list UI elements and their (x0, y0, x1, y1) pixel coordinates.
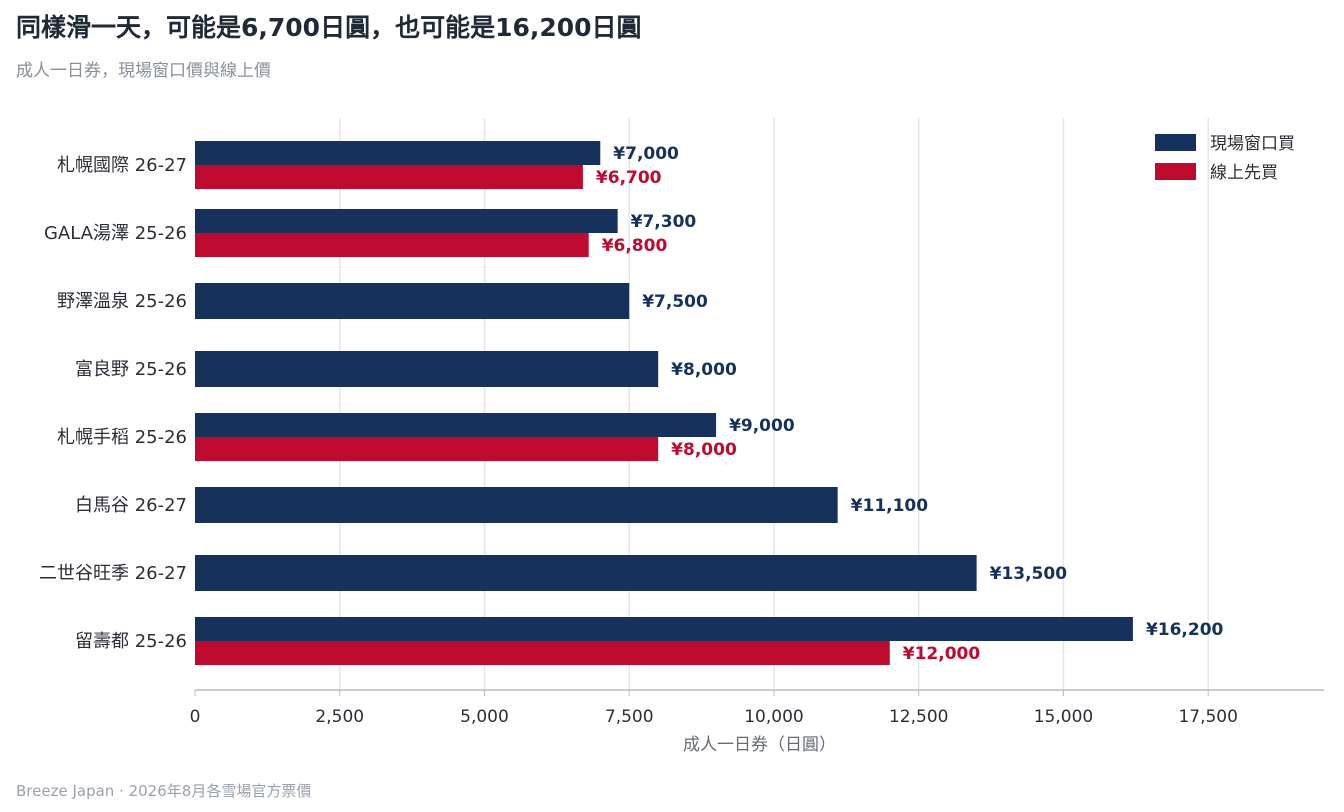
bar-online (195, 165, 583, 189)
category-label: 白馬谷 26-27 (75, 495, 187, 516)
value-label-walkup: ¥9,000 (729, 416, 795, 436)
x-tick-label: 17,500 (1178, 707, 1237, 727)
bar-online (195, 437, 659, 461)
x-tick-label: 12,500 (889, 707, 948, 727)
value-label-online: ¥6,800 (602, 236, 668, 256)
value-labels: ¥7,000 ¥6,700 ¥7,300 ¥6,800 ¥7,500 ¥8,000 ¥9,0… (596, 144, 1224, 664)
category-label: 富良野 25-26 (75, 359, 187, 380)
chart-title: 同樣滑一天，可能是6,700日圓，也可能是16,200日圓 (16, 13, 642, 42)
value-label-walkup: ¥8,000 (671, 360, 737, 380)
source-note: Breeze Japan · 2026年8月各雪場官方票價 (16, 782, 312, 800)
chart-subtitle: 成人一日券，現場窗口價與線上價 (16, 61, 271, 81)
x-tick-label: 7,500 (605, 707, 654, 727)
category-label: 二世谷旺季 26-27 (39, 563, 187, 584)
x-tick-label: 10,000 (744, 707, 803, 727)
category-label: 留壽都 25-26 (75, 631, 187, 652)
x-tick-label: 15,000 (1034, 707, 1093, 727)
legend-label: 線上先買 (1210, 163, 1278, 183)
value-label-online: ¥6,700 (596, 168, 662, 188)
value-label-online: ¥12,000 (903, 644, 981, 664)
x-axis-title: 成人一日券（日圓） (683, 735, 836, 755)
legend-label: 現場窗口買 (1210, 134, 1295, 154)
bar-online (195, 641, 890, 665)
legend-swatch (1155, 134, 1196, 151)
x-axis: 0 2,500 5,000 7,500 10,000 12,500 15,000 17,500 (190, 689, 1324, 727)
category-label: GALA湯澤 25-26 (44, 223, 187, 244)
legend-swatch (1155, 163, 1196, 180)
bar-walkup (195, 351, 659, 387)
category-label: 札幌手稻 25-26 (57, 427, 187, 448)
bar-walkup (195, 487, 838, 523)
category-label: 野澤溫泉 25-26 (57, 291, 187, 312)
x-tick-label: 5,000 (460, 707, 509, 727)
bar-walkup (195, 283, 630, 319)
category-label: 札幌國際 26-27 (57, 155, 187, 176)
value-label-walkup: ¥7,000 (613, 144, 679, 164)
bars-group (195, 141, 1133, 665)
value-label-walkup: ¥13,500 (990, 564, 1068, 584)
value-label-walkup: ¥7,500 (642, 292, 708, 312)
bar-walkup (195, 555, 977, 591)
bar-walkup (195, 413, 717, 437)
category-labels: 札幌國際 26-27 GALA湯澤 25-26 野澤溫泉 25-26 富良野 25-2… (39, 155, 187, 652)
value-label-walkup: ¥7,300 (631, 212, 697, 232)
bar-online (195, 233, 589, 257)
value-label-walkup: ¥11,100 (851, 496, 929, 516)
value-label-online: ¥8,000 (671, 440, 737, 460)
bar-walkup (195, 141, 601, 165)
value-label-walkup: ¥16,200 (1146, 620, 1224, 640)
bar-walkup (195, 617, 1133, 641)
x-tick-label: 0 (190, 707, 201, 727)
bar-walkup (195, 209, 618, 233)
x-tick-label: 2,500 (315, 707, 364, 727)
grid-lines (338, 118, 1209, 690)
